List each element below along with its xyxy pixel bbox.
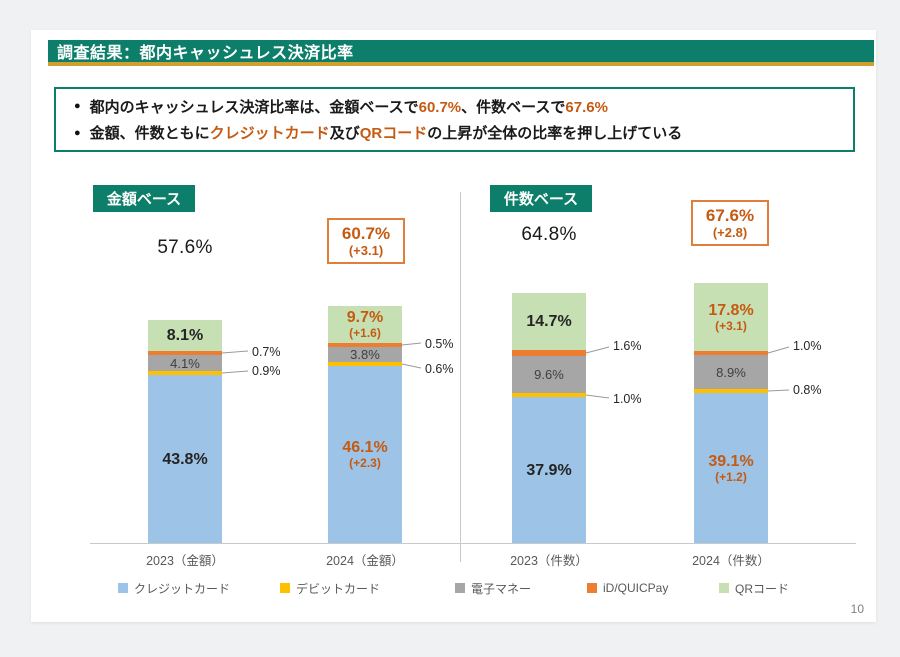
legend-swatch-emoney [455, 583, 465, 593]
segment-label-emoney: 4.1% [170, 355, 200, 371]
summary-text-1: 都内のキャッシュレス決済比率は、金額ベースで60.7%、件数ベースで67.6% [90, 96, 608, 117]
summary1-pre: 都内のキャッシュレス決済比率は、金額ベースで [89, 98, 419, 116]
callout-debit-2023-count: 1.0% [613, 392, 642, 406]
legend-swatch-debit [280, 583, 290, 593]
category-2023-amount: 2023（金額） [146, 554, 224, 568]
segment-idpay [148, 351, 222, 355]
summary2-mid: 及び [329, 125, 360, 143]
segment-emoney: 3.8% [328, 347, 402, 362]
segment-credit: 37.9% [512, 397, 586, 543]
bar-2024-count: 17.8% (+3.1) 8.9% 39.1% (+1.2) [694, 283, 768, 543]
summary1-mid: 、件数ベースで [461, 98, 566, 116]
segment-delta-credit: (+1.2) [715, 469, 747, 484]
summary2-pre: 金額、件数ともに [89, 125, 210, 143]
callout-idpay-2024-count: 1.0% [793, 339, 822, 353]
legend-item-debit: デビットカード [280, 581, 381, 596]
segment-label-credit: 43.8% [162, 450, 208, 468]
slide-header: 調査結果：都内キャッシュレス決済比率 [48, 40, 874, 66]
segment-label-emoney: 8.9% [716, 364, 746, 380]
segment-emoney: 9.6% [512, 356, 586, 393]
legend-swatch-idpay [587, 583, 597, 593]
total-2024-count-delta: (+2.8) [712, 225, 748, 240]
segment-emoney: 4.1% [148, 355, 222, 371]
segment-debit [328, 362, 402, 366]
bar-2023-count: 14.7% 9.6% 37.9% [512, 293, 586, 543]
x-axis-line [90, 543, 856, 544]
callout-debit-2024-amount: 0.6% [425, 362, 454, 376]
segment-idpay [328, 343, 402, 347]
segment-emoney: 8.9% [694, 355, 768, 389]
summary-bullet-1: ● 都内のキャッシュレス決済比率は、金額ベースで60.7%、件数ベースで67.6… [74, 93, 835, 120]
page-number: 10 [850, 602, 864, 616]
badge-count-base: 件数ベース [490, 185, 592, 212]
summary2-qr: QRコード [359, 125, 428, 143]
legend-swatch-qr [719, 583, 729, 593]
category-2024-count: 2024（件数） [692, 554, 770, 568]
summary2-credit: クレジットカード [209, 125, 330, 143]
callout-idpay-2023-amount: 0.7% [252, 345, 281, 359]
summary-bullet-2: ● 金額、件数ともにクレジットカード及びQRコードの上昇が全体の比率を押し上げて… [74, 120, 835, 147]
bar-2023-amount: 8.1% 4.1% 43.8% [148, 320, 222, 543]
callout-idpay-2024-amount: 0.5% [425, 337, 454, 351]
legend-label-emoney: 電子マネー [471, 581, 532, 596]
segment-label-qr: 14.7% [526, 313, 572, 330]
segment-delta-qr: (+1.6) [349, 326, 381, 340]
total-2024-count: 67.6% [705, 206, 755, 225]
legend-label-idpay: iD/QUICPay [603, 581, 669, 595]
segment-credit: 46.1% (+2.3) [328, 366, 402, 543]
segment-label-credit: 39.1% [708, 452, 754, 470]
legend-item-emoney: 電子マネー [455, 581, 532, 596]
segment-label-qr: 9.7% [346, 309, 384, 326]
callout-debit-2023-amount: 0.9% [252, 364, 281, 378]
total-2023-count: 64.8% [521, 224, 577, 245]
segment-credit: 39.1% (+1.2) [694, 393, 768, 543]
segment-qr: 8.1% [148, 320, 222, 351]
legend-item-qr: QRコード [719, 581, 790, 596]
legend-item-credit: クレジットカード [118, 581, 231, 596]
legend-label-credit: クレジットカード [134, 581, 231, 596]
segment-qr: 9.7% (+1.6) [328, 306, 402, 343]
summary1-value-amount: 60.7% [418, 98, 462, 116]
total-box-2024-amount: 60.7% (+3.1) [327, 218, 405, 264]
segment-credit: 43.8% [148, 375, 222, 543]
legend-label-qr: QRコード [735, 581, 790, 596]
segment-qr: 14.7% [512, 293, 586, 350]
segment-label-qr: 17.8% [708, 301, 754, 319]
segment-label-credit: 46.1% [342, 439, 388, 456]
badge-amount-base: 金額ベース [93, 185, 195, 212]
segment-delta-qr: (+3.1) [715, 318, 747, 333]
segment-idpay [512, 350, 586, 356]
total-2023-amount: 57.6% [157, 237, 213, 258]
panel-divider [460, 192, 461, 562]
segment-debit [512, 393, 586, 397]
total-2024-amount-delta: (+3.1) [348, 243, 384, 258]
callout-idpay-2023-count: 1.6% [613, 339, 642, 353]
page-title: 調査結果：都内キャッシュレス決済比率 [57, 45, 354, 62]
bar-2024-amount: 9.7% (+1.6) 3.8% 46.1% (+2.3) [328, 306, 402, 543]
bullet-icon: ● [74, 100, 81, 113]
segment-label-emoney: 9.6% [534, 367, 564, 382]
segment-label-credit: 37.9% [526, 461, 572, 479]
segment-debit [694, 389, 768, 393]
category-2024-amount: 2024（金額） [326, 554, 404, 568]
total-2024-amount: 60.7% [341, 224, 391, 243]
summary-box: ● 都内のキャッシュレス決済比率は、金額ベースで60.7%、件数ベースで67.6… [54, 87, 855, 152]
summary-text-2: 金額、件数ともにクレジットカード及びQRコードの上昇が全体の比率を押し上げている [90, 122, 683, 143]
segment-idpay [694, 351, 768, 355]
segment-label-emoney: 3.8% [350, 347, 380, 362]
category-2023-count: 2023（件数） [510, 554, 588, 568]
segment-debit [148, 371, 222, 375]
segment-delta-credit: (+2.3) [349, 456, 381, 470]
legend-swatch-credit [118, 583, 128, 593]
legend-item-idpay: iD/QUICPay [587, 581, 668, 595]
callout-debit-2024-count: 0.8% [793, 383, 822, 397]
segment-qr: 17.8% (+3.1) [694, 283, 768, 351]
bullet-icon: ● [74, 126, 81, 139]
summary1-value-count: 67.6% [565, 98, 608, 116]
legend-label-debit: デビットカード [296, 581, 381, 596]
summary2-post: の上昇が全体の比率を押し上げている [427, 125, 683, 143]
segment-label-qr: 8.1% [166, 327, 204, 344]
total-box-2024-count: 67.6% (+2.8) [691, 200, 769, 246]
